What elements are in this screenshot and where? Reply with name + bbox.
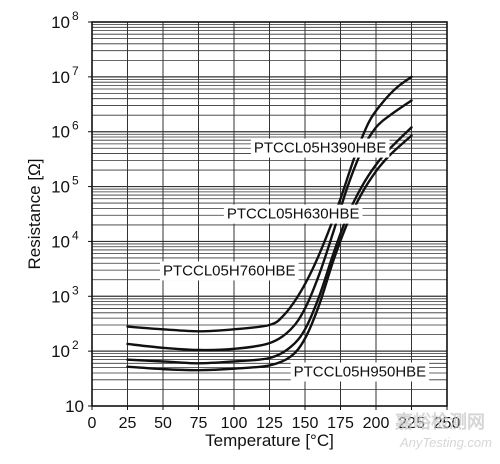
x-tick-label: 175 <box>327 415 354 432</box>
series-label-background <box>160 261 299 281</box>
series-labels: PTCCL05H390HBE PTCCL05H630HBE PTCCL05H760H… <box>160 138 430 382</box>
y-tick-label: 10 <box>51 68 70 87</box>
y-tick-exponent: 3 <box>72 283 79 297</box>
x-tick-label: 125 <box>256 415 283 432</box>
x-tick-label: 0 <box>88 415 97 432</box>
y-tick-label: 10 <box>51 342 70 361</box>
series-line-PTCCL05H760HBE <box>126 126 413 365</box>
series-label: PTCCL05H630HBE <box>227 206 360 223</box>
x-tick-label: 100 <box>221 415 248 432</box>
series-lines <box>126 75 413 372</box>
series-label: PTCCL05H950HBE <box>294 364 427 381</box>
series-label-background <box>223 204 363 224</box>
series-line-PTCCL05H390HBE <box>126 75 413 333</box>
x-tick-label: 75 <box>190 415 208 432</box>
watermark-url-text: AnyTesting.com <box>399 435 492 450</box>
y-tick-label: 10 <box>51 232 70 251</box>
x-tick-label: 250 <box>434 415 461 432</box>
y-tick-label: 10 <box>65 397 84 416</box>
series-label: PTCCL05H390HBE <box>254 140 387 157</box>
x-tick-label: 200 <box>363 415 390 432</box>
y-tick-exponent: 4 <box>72 228 79 242</box>
y-tick-exponent: 8 <box>72 9 79 23</box>
series-label: PTCCL05H760HBE <box>163 262 296 279</box>
watermark: 嘉峪检测网 AnyTesting.com <box>394 411 492 450</box>
series-line-PTCCL05H950HBE <box>126 134 413 372</box>
series-line-PTCCL05H630HBE <box>126 99 413 352</box>
y-tick-label: 10 <box>51 13 70 32</box>
series-label-background <box>290 362 430 382</box>
y-tick-label: 10 <box>51 178 70 197</box>
y-tick-label: 10 <box>51 287 70 306</box>
x-tick-label: 150 <box>292 415 319 432</box>
y-tick-exponent: 6 <box>72 119 79 133</box>
x-tick-label: 225 <box>398 415 425 432</box>
y-tick-exponent: 2 <box>72 338 79 352</box>
x-tick-label: 25 <box>119 415 137 432</box>
series-label-background <box>250 138 390 158</box>
x-axis-ticks: 0 25 50 75 100 125 150 175 200 225 250 <box>88 406 461 432</box>
y-tick-exponent: 5 <box>72 174 79 188</box>
x-tick-label: 50 <box>154 415 172 432</box>
y-tick-exponent: 7 <box>72 64 79 78</box>
watermark-logo-text: 嘉峪检测网 <box>394 411 485 432</box>
x-axis-title: Temperature [°C] <box>205 431 334 450</box>
y-axis-title: Resistance [Ω] <box>25 159 44 270</box>
y-tick-label: 10 <box>51 123 70 142</box>
